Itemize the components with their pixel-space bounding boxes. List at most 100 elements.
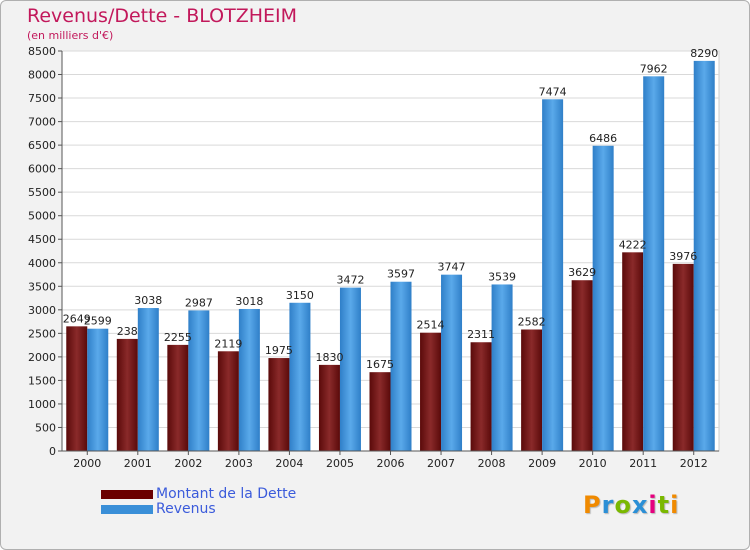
data-label-revenus: 3018 [235,295,263,308]
chart-title: Revenus/Dette - BLOTZHEIM [27,5,298,27]
data-label-dette: 2582 [518,315,546,328]
bar-dette [672,263,694,451]
bar-revenus [137,308,159,451]
bar-dette [420,332,442,451]
data-label-dette: 3976 [669,250,697,263]
data-label-revenus: 7962 [640,62,668,75]
logo-letter: x [631,491,649,519]
bar-revenus [188,310,210,451]
x-tick-label: 2010 [579,457,607,470]
x-tick-label: 2006 [377,457,405,470]
x-tick-label: 2005 [326,457,354,470]
data-label-dette: 1830 [315,351,343,364]
data-label-dette: 2311 [467,328,495,341]
y-tick-label: 4000 [28,257,56,270]
legend-label-revenus: Revenus [156,501,216,517]
legend-swatch-debt [101,490,153,499]
data-label-dette: 238 [117,325,138,338]
data-label-dette: 1975 [265,344,293,357]
data-label-revenus: 6486 [589,132,617,145]
x-tick-label: 2003 [225,457,253,470]
bar-revenus [542,99,564,452]
bar-revenus [441,274,463,451]
bar-revenus [390,281,412,451]
y-tick-label: 8500 [28,45,56,58]
y-tick-label: 6500 [28,139,56,152]
y-tick-label: 6000 [28,163,56,176]
logo-letter: P [583,491,602,519]
y-tick-label: 7000 [28,116,56,129]
data-label-revenus: 3747 [438,261,466,274]
data-label-dette: 3629 [568,266,596,279]
data-label-revenus: 2599 [84,315,112,328]
data-label-dette: 1675 [366,358,394,371]
proxiti-logo: Proxiti [583,491,679,519]
data-label-revenus: 3597 [387,268,415,281]
y-tick-label: 7500 [28,92,56,105]
data-label-revenus: 3472 [336,274,364,287]
bar-revenus [289,302,311,451]
logo-letter: i [670,491,680,519]
bar-dette [318,364,340,451]
x-tick-label: 2002 [174,457,202,470]
bar-dette [521,329,543,451]
bar-dette [116,338,138,451]
x-tick-label: 2009 [528,457,556,470]
bar-revenus [238,308,260,451]
bar-revenus [592,145,614,451]
data-label-revenus: 3539 [488,270,516,283]
x-tick-label: 2011 [629,457,657,470]
bar-dette [470,342,492,451]
y-tick-label: 0 [49,445,56,458]
legend-swatch-revenus [101,505,153,514]
y-tick-label: 500 [35,421,56,434]
x-tick-label: 2008 [478,457,506,470]
x-tick-label: 2004 [275,457,303,470]
x-tick-label: 2000 [73,457,101,470]
logo-letter: r [601,491,615,519]
y-tick-label: 5500 [28,186,56,199]
legend-label-debt: Montant de la Dette [156,486,297,502]
bar-dette [622,252,644,451]
y-tick-label: 2000 [28,351,56,364]
logo-letter: o [614,491,632,519]
x-tick-label: 2001 [124,457,152,470]
data-label-dette: 4222 [619,238,647,251]
data-label-revenus: 2987 [185,296,213,309]
bar-dette [571,280,593,451]
data-label-dette: 2255 [164,331,192,344]
bar-revenus [693,60,715,451]
data-label-dette: 2649 [63,312,91,325]
chart-subtitle: (en milliers d'€) [27,29,114,42]
y-tick-label: 1000 [28,398,56,411]
bar-dette [268,358,290,451]
bar-revenus [491,284,513,451]
data-label-revenus: 7474 [539,85,567,98]
y-tick-label: 1500 [28,374,56,387]
y-tick-label: 5000 [28,210,56,223]
y-tick-label: 3000 [28,304,56,317]
x-tick-label: 2012 [680,457,708,470]
logo-letter: i [648,491,658,519]
y-tick-label: 3500 [28,280,56,293]
bar-dette [369,372,391,451]
y-tick-label: 2500 [28,327,56,340]
data-label-dette: 2514 [417,319,445,332]
bar-dette [217,351,239,451]
bar-revenus [87,328,109,451]
bar-revenus [643,76,665,451]
y-tick-label: 8000 [28,69,56,82]
axis-layer: 0 500 1000 1500 2000 2500 3000 3500 4000 4500 5000… [28,45,719,470]
data-label-revenus: 8290 [690,47,718,60]
bar-revenus [339,287,361,451]
y-tick-label: 4500 [28,233,56,246]
logo-letter: t [657,491,671,519]
data-label-revenus: 3038 [134,294,162,307]
bar-dette [66,326,88,451]
x-tick-label: 2007 [427,457,455,470]
data-label-revenus: 3150 [286,289,314,302]
bar-dette [167,344,189,451]
